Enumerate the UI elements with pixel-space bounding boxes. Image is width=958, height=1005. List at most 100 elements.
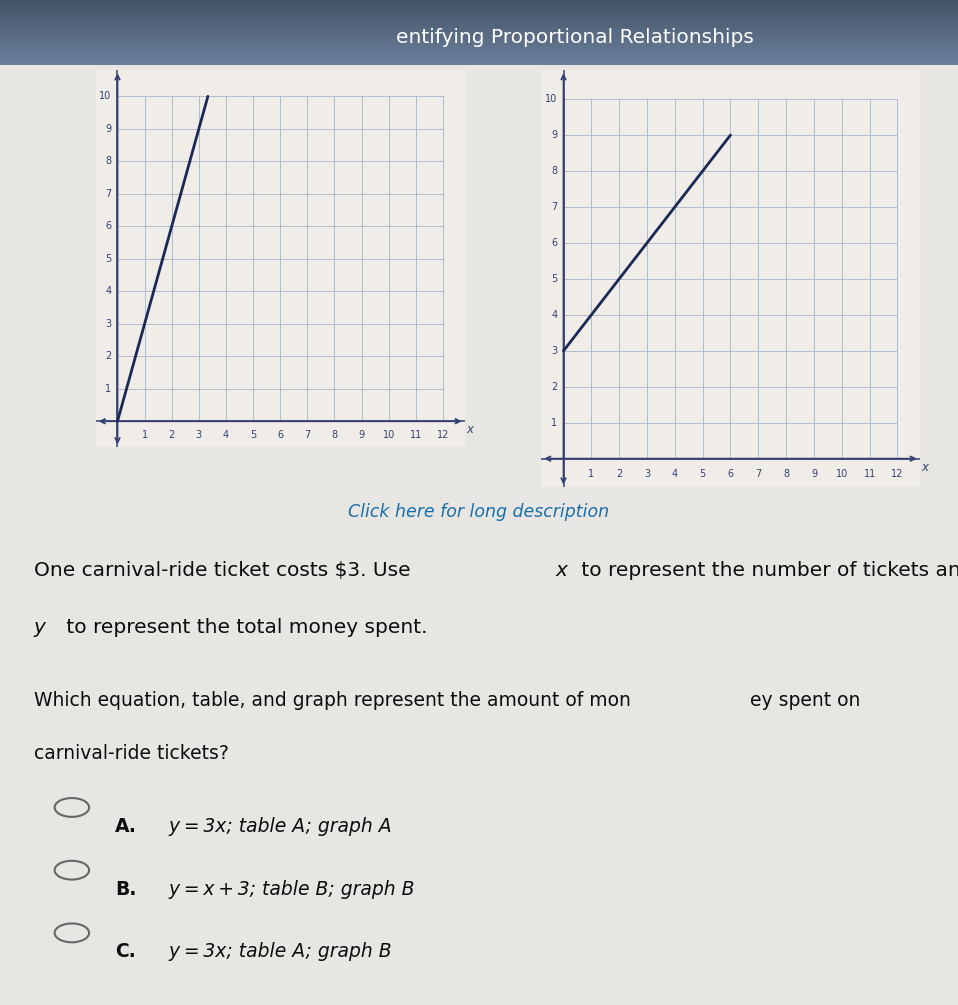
Text: x: x <box>556 561 567 580</box>
Text: 5: 5 <box>250 430 256 440</box>
Text: 11: 11 <box>863 468 876 478</box>
Bar <box>0 49 958 51</box>
Bar <box>0 61 958 62</box>
Text: 2: 2 <box>169 430 175 440</box>
Bar <box>0 35 958 36</box>
Bar <box>0 44 958 45</box>
Bar <box>0 42 958 43</box>
Bar <box>0 39 958 40</box>
Bar <box>0 32 958 34</box>
Text: 10: 10 <box>382 430 395 440</box>
Text: 3: 3 <box>551 346 558 356</box>
Bar <box>0 17 958 18</box>
Text: ey spent on: ey spent on <box>750 691 860 711</box>
Text: 12: 12 <box>437 430 449 440</box>
Text: 9: 9 <box>358 430 365 440</box>
Text: 2: 2 <box>105 352 111 361</box>
Bar <box>0 40 958 42</box>
Text: Click here for long description: Click here for long description <box>349 504 609 522</box>
Bar <box>0 30 958 31</box>
Bar <box>0 27 958 29</box>
Text: 1: 1 <box>142 430 148 440</box>
Bar <box>0 5 958 6</box>
Text: 3: 3 <box>105 319 111 329</box>
Bar <box>0 29 958 30</box>
Bar <box>0 14 958 16</box>
Text: 3: 3 <box>195 430 202 440</box>
Bar <box>0 47 958 48</box>
Bar <box>0 34 958 35</box>
Text: 8: 8 <box>105 157 111 166</box>
Bar <box>0 38 958 39</box>
Bar <box>0 43 958 44</box>
Bar <box>0 52 958 53</box>
Bar <box>0 53 958 55</box>
Bar <box>0 57 958 58</box>
Bar <box>0 19 958 21</box>
Text: y = x + 3; table B; graph B: y = x + 3; table B; graph B <box>163 879 415 898</box>
Bar <box>0 16 958 17</box>
Text: 5: 5 <box>699 468 706 478</box>
Text: 1: 1 <box>588 468 594 478</box>
Text: 10: 10 <box>100 91 111 102</box>
Bar <box>0 6 958 8</box>
Text: 2: 2 <box>616 468 623 478</box>
Text: 7: 7 <box>305 430 310 440</box>
Bar <box>0 48 958 49</box>
Text: 8: 8 <box>783 468 789 478</box>
Text: 5: 5 <box>105 254 111 263</box>
Bar <box>0 0 958 1</box>
Bar <box>0 25 958 26</box>
Bar <box>0 36 958 38</box>
Bar <box>0 12 958 13</box>
Bar <box>0 45 958 47</box>
Text: x: x <box>466 423 473 436</box>
Bar <box>0 62 958 64</box>
Text: 8: 8 <box>331 430 337 440</box>
Text: B.: B. <box>115 879 136 898</box>
Text: to represent the number of tickets and: to represent the number of tickets and <box>575 561 958 580</box>
Bar <box>0 21 958 22</box>
Bar <box>0 55 958 56</box>
Bar <box>0 4 958 5</box>
Text: to represent the total money spent.: to represent the total money spent. <box>60 618 428 637</box>
Text: y = 3x; table A; graph B: y = 3x; table A; graph B <box>163 943 392 962</box>
Text: entifying Proportional Relationships: entifying Proportional Relationships <box>396 28 754 47</box>
Bar <box>0 58 958 60</box>
Bar <box>0 13 958 14</box>
Text: 7: 7 <box>755 468 762 478</box>
Text: x: x <box>921 461 928 474</box>
Text: Which equation, table, and graph represent the amount of mon: Which equation, table, and graph represe… <box>34 691 630 711</box>
Text: 7: 7 <box>551 202 558 212</box>
Text: 2: 2 <box>551 382 558 392</box>
Bar <box>0 26 958 27</box>
Text: 10: 10 <box>835 468 848 478</box>
Text: carnival-ride tickets?: carnival-ride tickets? <box>34 744 228 763</box>
Text: 12: 12 <box>891 468 903 478</box>
Bar <box>0 1 958 3</box>
Bar <box>0 9 958 10</box>
Text: 7: 7 <box>105 189 111 199</box>
Bar <box>0 3 958 4</box>
Text: 4: 4 <box>223 430 229 440</box>
Text: 6: 6 <box>277 430 284 440</box>
Text: y: y <box>34 618 45 637</box>
Text: 10: 10 <box>545 94 558 105</box>
Text: 1: 1 <box>105 384 111 394</box>
Text: 9: 9 <box>105 124 111 134</box>
Bar <box>0 31 958 32</box>
Text: 6: 6 <box>551 238 558 248</box>
Text: 4: 4 <box>105 286 111 296</box>
Bar <box>0 60 958 61</box>
Text: 5: 5 <box>551 274 558 283</box>
Bar <box>0 56 958 57</box>
Text: C.: C. <box>115 943 136 962</box>
Bar <box>0 23 958 25</box>
Text: 1: 1 <box>551 418 558 428</box>
Bar <box>0 51 958 52</box>
Bar <box>0 18 958 19</box>
Text: 4: 4 <box>672 468 678 478</box>
Text: A.: A. <box>115 817 137 836</box>
Bar <box>0 64 958 65</box>
Text: 4: 4 <box>551 310 558 320</box>
